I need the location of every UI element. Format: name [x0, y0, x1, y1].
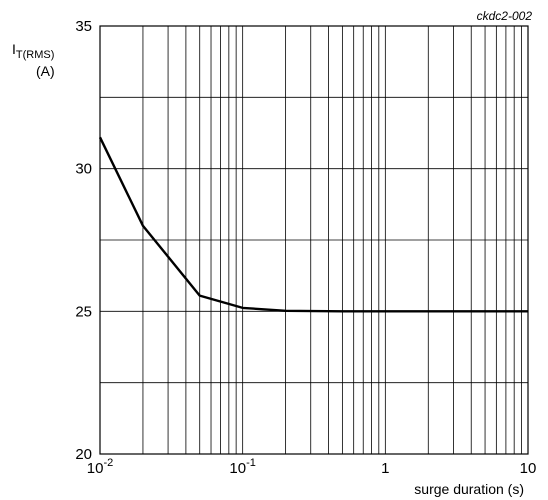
plot-grid	[100, 26, 528, 454]
figure-reference: ckdc2-002	[477, 9, 533, 23]
x-tick-label: 10-1	[229, 457, 255, 477]
y-axis-label: IT(RMS)	[12, 41, 54, 61]
y-axis-unit: (A)	[36, 63, 55, 79]
plot-frame	[99, 25, 529, 455]
y-tick-label: 20	[75, 446, 92, 463]
y-tick-label: 35	[75, 18, 92, 35]
x-tick-label: 10-2	[87, 457, 113, 477]
x-tick-labels: 10-2 10-1 1 10	[87, 457, 537, 477]
y-tick-labels: 20 25 30 35	[75, 18, 92, 463]
series-line-it-rms	[98, 136, 528, 313]
x-tick-label: 10	[520, 460, 537, 477]
y-tick-label: 30	[75, 161, 92, 178]
y-tick-label: 25	[75, 303, 92, 320]
x-axis-label: surge duration (s)	[414, 481, 524, 497]
x-tick-label: 1	[381, 460, 389, 477]
